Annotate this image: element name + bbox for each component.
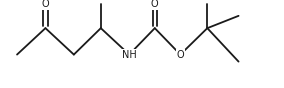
- Text: O: O: [42, 0, 49, 9]
- Text: O: O: [151, 0, 158, 9]
- Text: NH: NH: [122, 50, 137, 60]
- Text: O: O: [177, 50, 184, 60]
